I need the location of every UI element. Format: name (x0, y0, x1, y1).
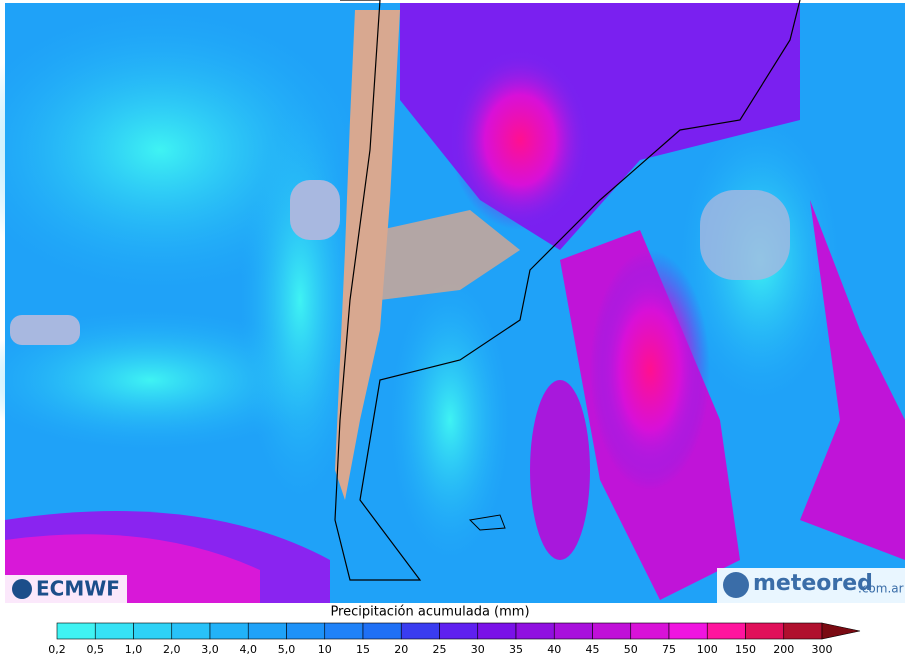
color-swatch (247, 622, 287, 640)
colorbar-label: 5,0 (278, 643, 296, 656)
colorbar-label: 3,0 (201, 643, 219, 656)
color-swatch (94, 622, 134, 640)
colorbar-label: 50 (624, 643, 638, 656)
colorbar-extend (821, 622, 861, 640)
ecmwf-text: ECMWF (36, 577, 120, 601)
color-swatch (171, 622, 211, 640)
color-swatch (362, 622, 402, 640)
color-swatch (592, 622, 632, 640)
meteored-logo: meteored .com.ar (717, 568, 905, 603)
color-swatch (477, 622, 517, 640)
colorbar-label: 1,0 (125, 643, 143, 656)
color-swatch (668, 622, 708, 640)
colorbar-label: 40 (547, 643, 561, 656)
color-swatch (286, 622, 326, 640)
colorbar: 0,2 0,5 1,0 2,0 3,0 4,0 5,0 10 15 20 25 30 35 40 45 50 7… (48, 622, 861, 656)
legend-title: Precipitación acumulada (mm) (330, 605, 529, 620)
colorbar-label: 10 (318, 643, 332, 656)
colorbar-label: 30 (471, 643, 485, 656)
color-swatch (745, 622, 785, 640)
colorbar-label: 25 (433, 643, 447, 656)
meteored-text: meteored (753, 571, 873, 596)
colorbar-label: 75 (662, 643, 676, 656)
ecmwf-logo: ECMWF (5, 575, 127, 603)
colorbar-label: 35 (509, 643, 523, 656)
color-swatch (515, 622, 555, 640)
color-swatch (400, 622, 440, 640)
color-swatch (630, 622, 670, 640)
colorbar-label: 15 (356, 643, 370, 656)
color-swatch (209, 622, 249, 640)
colorbar-label: 200 (773, 643, 794, 656)
colorbar-label: 100 (697, 643, 718, 656)
color-swatch (56, 622, 96, 640)
colorbar-label: 4,0 (240, 643, 258, 656)
color-swatch (439, 622, 479, 640)
colorbar-label: 0,5 (87, 643, 105, 656)
colorbar-label: 300 (812, 643, 833, 656)
colorbar-label: 2,0 (163, 643, 181, 656)
colorbar-label: 20 (394, 643, 408, 656)
colorbar-label: 0,2 (48, 643, 66, 656)
color-swatch (553, 622, 593, 640)
color-swatch (324, 622, 364, 640)
colorbar-label: 45 (586, 643, 600, 656)
map (0, 0, 905, 603)
color-swatch (783, 622, 823, 640)
meteored-domain: .com.ar (858, 582, 904, 596)
colorbar-label: 150 (735, 643, 756, 656)
color-swatch (133, 622, 173, 640)
color-swatch (706, 622, 746, 640)
